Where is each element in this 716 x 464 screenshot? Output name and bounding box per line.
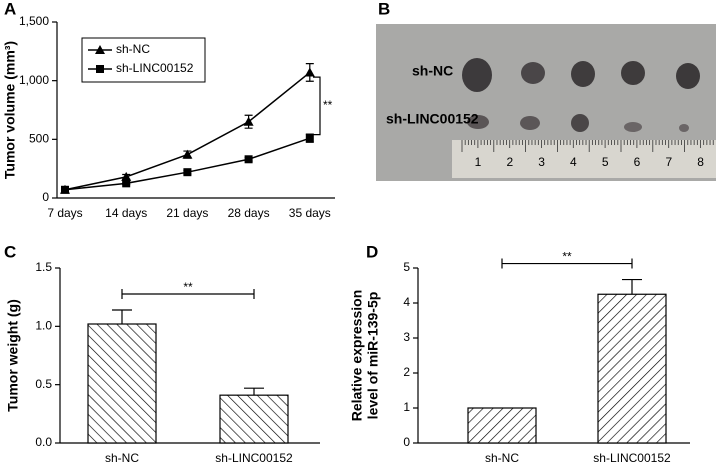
ruler-label: 1 <box>475 155 482 169</box>
marker <box>61 185 69 194</box>
y-axis-label: Tumor weight (g) <box>5 299 21 412</box>
y-tick-label: 2 <box>403 365 410 379</box>
ruler-label: 2 <box>506 155 513 169</box>
bar <box>597 293 667 444</box>
legend-label: sh-NC <box>116 42 150 56</box>
annotation: ** <box>562 250 572 264</box>
marker <box>121 171 132 181</box>
tumor <box>571 61 595 87</box>
annotation: ** <box>183 280 193 294</box>
legend-label: sh-LINC00152 <box>116 61 194 75</box>
ruler-ticks: 1 2 3 4 5 6 7 8 <box>461 140 714 169</box>
photo-label: sh-NC <box>412 63 453 79</box>
ruler-label: 8 <box>697 155 704 169</box>
legend-marker <box>96 65 104 73</box>
error-bar <box>244 387 264 396</box>
y-tick-label: 1.0 <box>35 319 52 333</box>
significance-bracket <box>121 289 255 299</box>
x-tick-label: 35 days <box>289 206 331 220</box>
photo: 1 2 3 4 5 6 7 8 sh-NC sh-LINC00152 <box>376 24 716 181</box>
y-axis-label: level of miR-139-5p <box>365 292 381 420</box>
y-tick-label: 3 <box>403 330 410 344</box>
tumor <box>621 61 645 85</box>
y-tick-label: 0 <box>42 190 49 204</box>
tumor <box>521 62 545 84</box>
x-tick-label: 14 days <box>105 206 147 220</box>
y-tick-label: 1.5 <box>35 260 52 274</box>
marker <box>183 168 192 177</box>
ruler-label: 3 <box>538 155 545 169</box>
y-tick-label: 500 <box>29 132 49 146</box>
annotation: ** <box>323 98 333 112</box>
ruler <box>452 140 716 178</box>
x-tick-label: sh-NC <box>485 451 519 464</box>
tumor <box>520 116 540 130</box>
y-tick-label: 4 <box>403 295 410 309</box>
ruler-label: 6 <box>634 155 641 169</box>
error-bar <box>112 309 132 324</box>
y-tick-label: 0 <box>403 435 410 449</box>
legend-box <box>81 37 206 83</box>
significance-bracket <box>501 258 633 269</box>
marker <box>305 134 314 143</box>
tumor <box>467 115 489 129</box>
x-tick-label: 21 days <box>166 206 208 220</box>
panel-letter: D <box>366 242 378 261</box>
y-tick-label: 1,500 <box>19 14 49 28</box>
bar <box>467 407 537 444</box>
y-tick-label: 0.5 <box>35 377 52 391</box>
marker <box>243 116 254 126</box>
x-tick-label: sh-LINC00152 <box>215 451 293 464</box>
significance-bracket <box>313 76 321 136</box>
marker <box>304 67 315 77</box>
x-tick-label: 7 days <box>47 206 82 220</box>
y-axis-label: Tumor volume (mm³) <box>2 41 18 179</box>
tumor <box>571 114 589 132</box>
y-tick-label: 5 <box>403 260 410 274</box>
x-tick-label: sh-NC <box>105 451 139 464</box>
tumor <box>679 124 689 132</box>
legend-marker <box>95 45 105 54</box>
y-tick-label: 1,000 <box>19 73 49 87</box>
y-tick-label: 1 <box>403 400 410 414</box>
tumor <box>676 63 700 89</box>
bar <box>87 323 157 444</box>
marker <box>122 179 131 188</box>
panel-letter: A <box>4 0 16 18</box>
marker <box>182 149 193 159</box>
tumor <box>624 122 642 132</box>
y-tick-label: 0.0 <box>35 435 52 449</box>
ruler-label: 4 <box>570 155 577 169</box>
y-axis-label: Relative expression <box>349 290 365 422</box>
error-bar <box>622 278 642 295</box>
panel-letter: C <box>4 242 16 261</box>
ruler-label: 7 <box>665 155 672 169</box>
x-tick-label: 28 days <box>228 206 270 220</box>
x-tick-label: sh-LINC00152 <box>593 451 671 464</box>
bar <box>219 394 289 444</box>
panel-letter: B <box>378 0 390 18</box>
ruler-label: 5 <box>602 155 609 169</box>
tumor <box>462 58 492 92</box>
marker <box>244 155 253 164</box>
photo-label: sh-LINC00152 <box>386 111 479 127</box>
